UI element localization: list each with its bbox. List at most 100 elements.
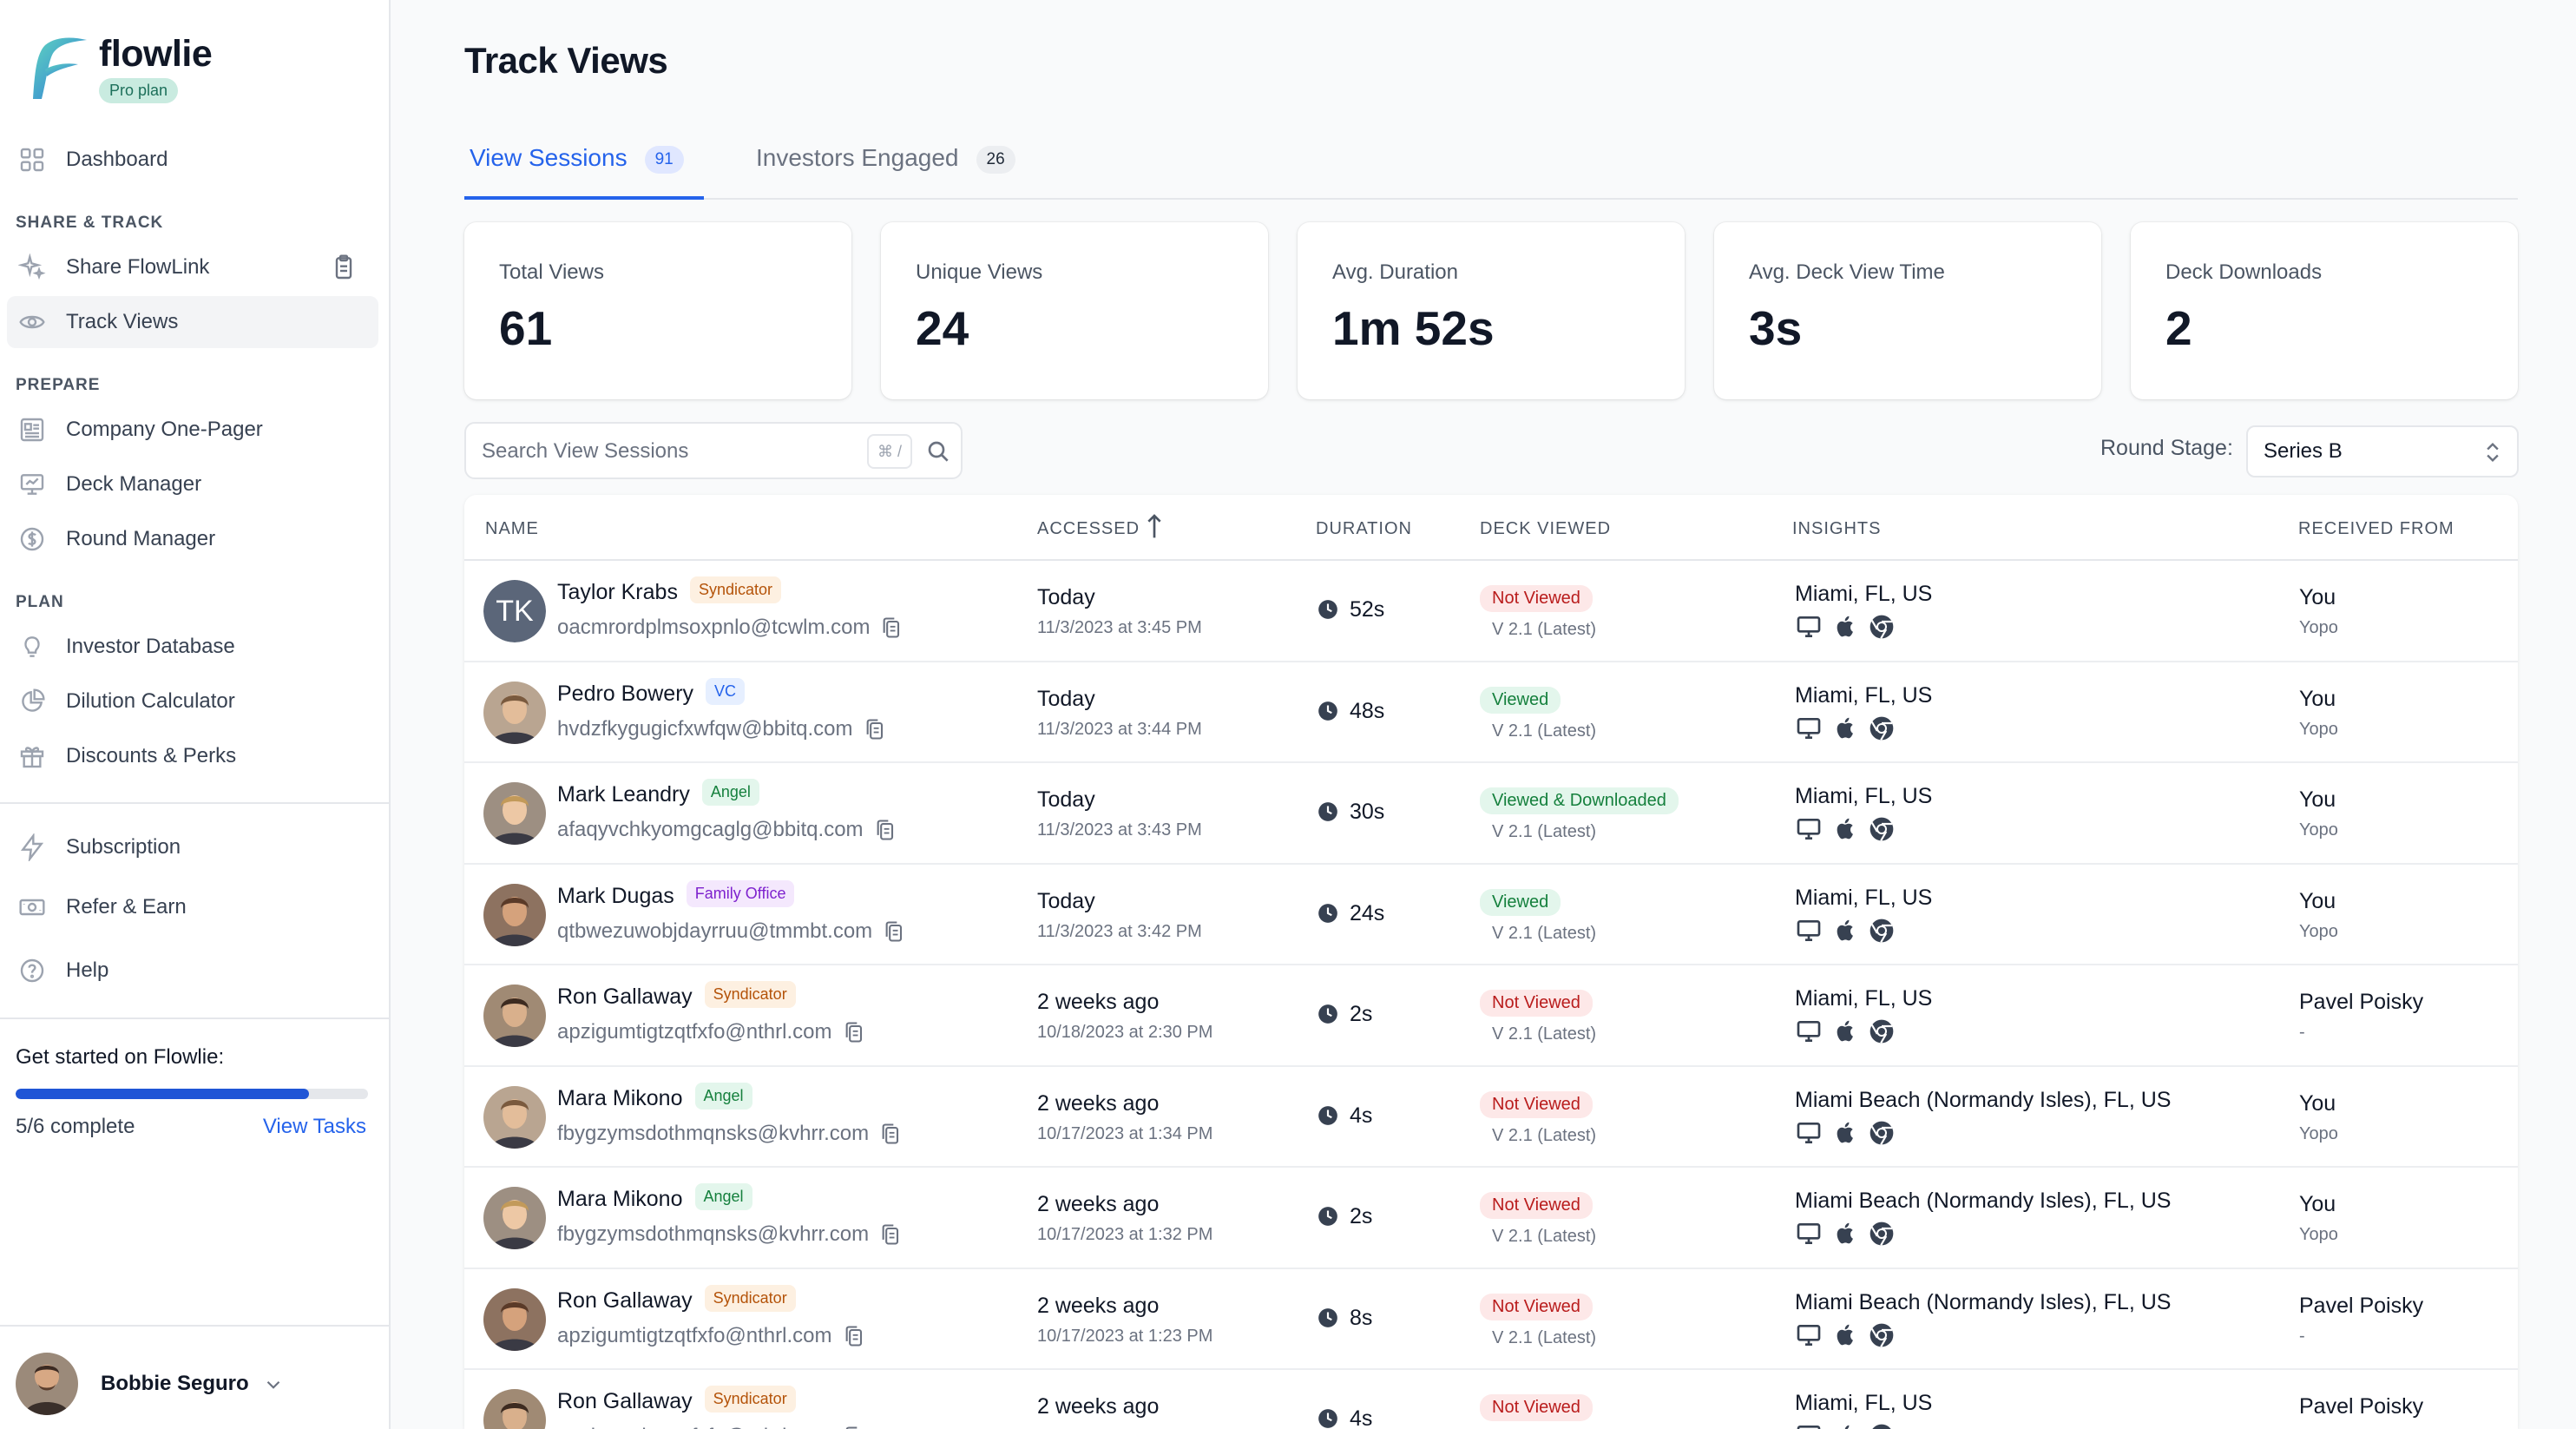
- sidebar-item-round-manager[interactable]: Round Manager: [7, 513, 378, 565]
- table-header: NAME ACCESSED DURATION DECK VIEWED INSIG…: [464, 495, 2518, 561]
- tab-view-sessions[interactable]: View Sessions 91: [464, 139, 704, 200]
- tab-investors-engaged[interactable]: Investors Engaged 26: [756, 139, 1015, 200]
- received-from-detail: Yopo: [2299, 1225, 2338, 1244]
- investor-email: afaqyvchkyomgcaglg@bbitq.com: [557, 818, 864, 841]
- brand-name: flowlie: [99, 33, 213, 75]
- onboarding-title: Get started on Flowlie:: [16, 1045, 225, 1069]
- brand[interactable]: flowlie Pro plan: [26, 31, 213, 109]
- session-duration: 48s: [1350, 698, 1385, 723]
- stat-label: Unique Views: [916, 260, 1043, 284]
- sidebar-item-label: Discounts & Perks: [66, 744, 237, 767]
- round-stage-select[interactable]: Series B: [2246, 425, 2519, 477]
- column-header-deck-viewed[interactable]: DECK VIEWED: [1480, 519, 1612, 538]
- sidebar-item-help[interactable]: Help: [7, 945, 378, 997]
- plan-badge: Pro plan: [99, 78, 179, 103]
- desktop-icon: [1797, 616, 1821, 637]
- table-row[interactable]: Mark Dugas Family Office qtbwezuwobjdayr…: [464, 865, 2518, 965]
- copy-icon[interactable]: [883, 919, 907, 945]
- device-insights: [1795, 1422, 1904, 1429]
- sidebar-item-investor-database[interactable]: Investor Database: [7, 621, 378, 673]
- table-row[interactable]: TK Taylor Krabs Syndicator oacmrordplmso…: [464, 561, 2518, 662]
- sidebar-item-deck-manager[interactable]: Deck Manager: [7, 458, 378, 510]
- device-insights: [1795, 1220, 1904, 1248]
- sparkles-icon: [17, 253, 47, 282]
- stat-value: 1m 52s: [1332, 301, 1495, 355]
- copy-icon[interactable]: [864, 716, 888, 742]
- email-group: apzigumtigtzqtfxfo@nthrl.com: [557, 1019, 867, 1045]
- viewer-location: Miami, FL, US: [1795, 986, 1933, 1011]
- sidebar-item-discounts[interactable]: Discounts & Perks: [7, 730, 378, 782]
- copy-icon[interactable]: [843, 1323, 867, 1349]
- avatar: [483, 984, 546, 1047]
- column-header-accessed[interactable]: ACCESSED: [1037, 519, 1140, 538]
- sidebar-item-company-one-pager[interactable]: Company One-Pager: [7, 404, 378, 456]
- copy-icon[interactable]: [843, 1019, 867, 1045]
- sidebar-item-dashboard[interactable]: Dashboard: [7, 134, 378, 186]
- column-header-received-from[interactable]: RECEIVED FROM: [2298, 519, 2454, 538]
- sidebar-divider: [0, 802, 389, 804]
- table-row[interactable]: Pedro Bowery VC hvdzfkygugicfxwfqw@bbitq…: [464, 662, 2518, 763]
- investor-name[interactable]: Ron Gallaway: [557, 1389, 693, 1413]
- table-row[interactable]: Ron Gallaway Syndicator apzigumtigtzqtfx…: [464, 1269, 2518, 1370]
- search-icon[interactable]: [924, 438, 952, 465]
- viewer-location: Miami, FL, US: [1795, 582, 1933, 606]
- investor-name[interactable]: Ron Gallaway: [557, 984, 693, 1009]
- investor-name[interactable]: Mark Leandry: [557, 782, 690, 807]
- device-insights: [1795, 613, 1904, 641]
- view-tasks-link[interactable]: View Tasks: [262, 1115, 366, 1138]
- column-header-duration[interactable]: DURATION: [1316, 519, 1412, 538]
- clock-icon: [1318, 701, 1337, 721]
- investor-name[interactable]: Mark Dugas: [557, 883, 674, 908]
- sidebar-item-refer-earn[interactable]: Refer & Earn: [7, 881, 378, 933]
- user-menu[interactable]: Bobbie Seguro: [0, 1325, 389, 1429]
- sidebar-item-dilution-calculator[interactable]: Dilution Calculator: [7, 675, 378, 728]
- search-input[interactable]: [482, 434, 864, 469]
- copy-icon[interactable]: [874, 817, 898, 843]
- accessed-relative: Today: [1037, 888, 1095, 913]
- investor-email: qtbwezuwobjdayrruu@tmmbt.com: [557, 919, 873, 943]
- investor-email: fbygzymsdothmqnsks@kvhrr.com: [557, 1121, 870, 1145]
- chevron-down-icon: [266, 1380, 280, 1389]
- chrome-icon: [1870, 1121, 1894, 1145]
- apple-icon: [1837, 1324, 1853, 1345]
- copy-icon[interactable]: [880, 615, 904, 641]
- accessed-relative: 2 weeks ago: [1037, 1293, 1160, 1318]
- investor-name[interactable]: Mara Mikono: [557, 1085, 683, 1110]
- copy-icon[interactable]: [879, 1222, 904, 1248]
- table-row[interactable]: Mark Leandry Angel afaqyvchkyomgcaglg@bb…: [464, 763, 2518, 865]
- table-row[interactable]: Ron Gallaway Syndicator apzigumtigtzqtfx…: [464, 1370, 2518, 1429]
- table-row[interactable]: Mara Mikono Angel fbygzymsdothmqnsks@kvh…: [464, 1067, 2518, 1168]
- column-header-name[interactable]: NAME: [485, 519, 539, 538]
- accessed-relative: 2 weeks ago: [1037, 990, 1160, 1014]
- investor-email: apzigumtigtzqtfxfo@nthrl.com: [557, 1020, 832, 1044]
- apple-icon: [1837, 616, 1853, 637]
- sidebar-item-share-flowlink[interactable]: Share FlowLink: [7, 241, 378, 293]
- investor-name[interactable]: Taylor Krabs: [557, 580, 678, 604]
- copy-icon[interactable]: [843, 1424, 867, 1429]
- device-insights: [1795, 815, 1904, 843]
- table-row[interactable]: Ron Gallaway Syndicator apzigumtigtzqtfx…: [464, 965, 2518, 1067]
- copy-icon[interactable]: [879, 1121, 904, 1147]
- desktop-icon: [1797, 1021, 1821, 1042]
- investor-name[interactable]: Ron Gallaway: [557, 1287, 693, 1313]
- desktop-icon: [1797, 1426, 1821, 1429]
- sidebar-item-label: Round Manager: [66, 527, 216, 550]
- stat-value: 3s: [1749, 301, 1803, 355]
- deck-status-badge: Not Viewed: [1480, 990, 1593, 1017]
- session-duration: 52s: [1350, 597, 1385, 622]
- clipboard-icon[interactable]: [330, 254, 358, 281]
- avatar-initials: TK: [483, 580, 546, 642]
- investor-email: apzigumtigtzqtfxfo@nthrl.com: [557, 1425, 832, 1429]
- investor-name[interactable]: Mara Mikono: [557, 1187, 683, 1211]
- investor-name[interactable]: Pedro Bowery: [557, 681, 694, 706]
- sidebar-item-subscription[interactable]: Subscription: [7, 821, 378, 873]
- device-insights: [1795, 1321, 1904, 1349]
- table-row[interactable]: Mara Mikono Angel fbygzymsdothmqnsks@kvh…: [464, 1168, 2518, 1269]
- arrow-up-icon[interactable]: [1145, 512, 1164, 540]
- sidebar-item-track-views[interactable]: Track Views: [7, 296, 378, 348]
- avatar: [483, 1187, 546, 1249]
- pie-chart-icon: [17, 687, 47, 716]
- session-duration: 30s: [1350, 800, 1385, 824]
- stat-card-deck-downloads: Deck Downloads 2: [2131, 222, 2518, 399]
- session-duration: 2s: [1350, 1002, 1373, 1026]
